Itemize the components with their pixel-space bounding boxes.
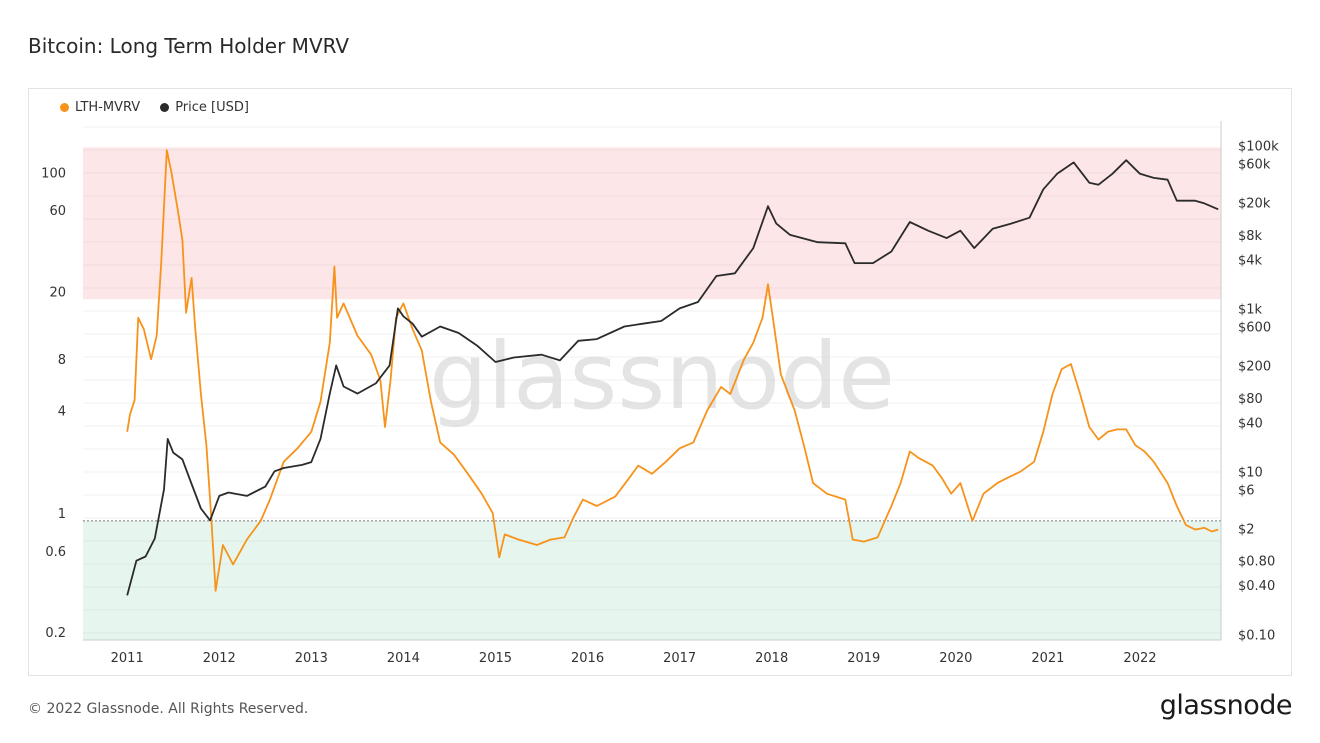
right-tick-4k: $4k xyxy=(1238,253,1263,268)
right-tick-200: $200 xyxy=(1238,359,1271,374)
right-tick-100k: $100k xyxy=(1238,140,1279,155)
x-tick-2018: 2018 xyxy=(755,651,788,666)
legend-label-price: Price [USD] xyxy=(175,100,249,115)
right-tick-1k: $1k xyxy=(1238,302,1263,317)
x-tick-2011: 2011 xyxy=(111,651,144,666)
left-tick-8: 8 xyxy=(58,353,66,368)
right-tick-2: $2 xyxy=(1238,522,1255,537)
x-tick-2015: 2015 xyxy=(479,651,512,666)
left-tick-100: 100 xyxy=(41,166,66,181)
x-tick-2012: 2012 xyxy=(203,651,236,666)
left-tick-4: 4 xyxy=(58,405,66,420)
right-tick-10: $10 xyxy=(1238,465,1263,480)
right-tick-0.40: $0.40 xyxy=(1238,579,1275,594)
series-line-price xyxy=(126,159,1219,596)
chart-frame xyxy=(28,88,1292,676)
right-tick-0.10: $0.10 xyxy=(1238,628,1275,643)
chart-watermark: glassnode xyxy=(429,323,895,430)
x-tick-2022: 2022 xyxy=(1123,651,1156,666)
right-tick-600: $600 xyxy=(1238,321,1271,336)
chart-legend: LTH-MVRV Price [USD] xyxy=(60,100,249,115)
right-tick-20k: $20k xyxy=(1238,196,1271,211)
legend-dot-price xyxy=(160,103,170,112)
x-tick-2016: 2016 xyxy=(571,651,604,666)
left-tick-1: 1 xyxy=(58,507,66,522)
overvalued-zone xyxy=(83,147,1221,300)
x-tick-2021: 2021 xyxy=(1031,651,1064,666)
x-tick-2014: 2014 xyxy=(387,651,420,666)
legend-dot-lth-mvrv xyxy=(60,103,69,112)
right-tick-6: $6 xyxy=(1238,483,1255,498)
chart-title: Bitcoin: Long Term Holder MVRV xyxy=(28,34,350,58)
left-tick-20: 20 xyxy=(49,285,66,300)
x-tick-2017: 2017 xyxy=(663,651,696,666)
right-tick-40: $40 xyxy=(1238,416,1263,431)
legend-label-lth-mvrv: LTH-MVRV xyxy=(75,100,141,115)
legend-item-lth-mvrv[interactable]: LTH-MVRV xyxy=(60,100,140,115)
right-tick-8k: $8k xyxy=(1238,229,1263,244)
x-tick-2019: 2019 xyxy=(847,651,880,666)
x-tick-2013: 2013 xyxy=(295,651,328,666)
right-tick-60k: $60k xyxy=(1238,158,1271,173)
glassnode-logo: glassnode xyxy=(1159,690,1293,721)
undervalued-zone xyxy=(83,520,1221,640)
legend-item-price[interactable]: Price [USD] xyxy=(160,100,249,115)
left-tick-0.6: 0.6 xyxy=(45,545,66,560)
left-tick-0.2: 0.2 xyxy=(45,626,66,641)
right-tick-80: $80 xyxy=(1238,392,1263,407)
x-tick-2020: 2020 xyxy=(939,651,972,666)
series-line-lth-mvrv xyxy=(126,149,1219,592)
right-tick-0.80: $0.80 xyxy=(1238,555,1275,570)
left-tick-60: 60 xyxy=(49,204,66,219)
copyright-text: © 2022 Glassnode. All Rights Reserved. xyxy=(28,701,309,717)
